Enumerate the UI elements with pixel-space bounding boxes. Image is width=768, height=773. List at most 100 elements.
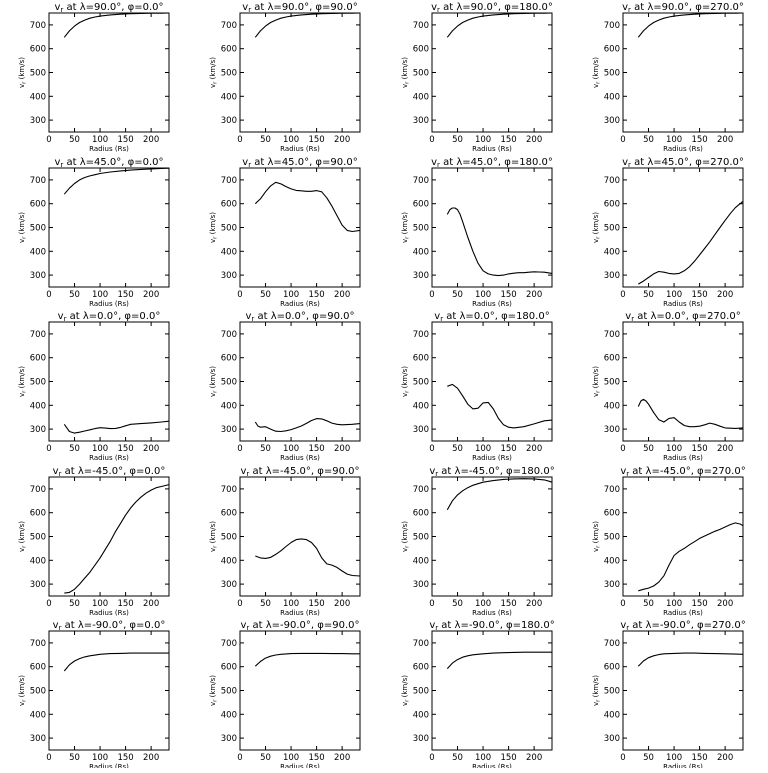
panel-9: vr at λ=0.0°, φ=0.0°0 50 100 150 20030040050… — [18, 311, 170, 462]
y-tick-label: 400 — [413, 710, 429, 720]
x-tick-label: 0 — [237, 444, 242, 454]
x-tick-label: 150 — [691, 135, 707, 145]
x-axis-label: Radius (Rs) — [663, 609, 703, 617]
x-tick-label: 0 — [429, 290, 434, 300]
y-label-unit: (km/s) — [18, 212, 26, 237]
title-degree: ° — [353, 157, 358, 168]
y-axis-label: vr (km/s) — [592, 57, 602, 88]
y-axis-label: vr (km/s) — [209, 212, 219, 243]
x-tick-label: 100 — [92, 135, 108, 145]
y-axis-label: vr (km/s) — [209, 57, 219, 88]
panel-16: vr at λ=-45.0°, φ=270.0°0 50 100 150 2003004… — [592, 466, 746, 617]
y-tick-label: 600 — [413, 354, 429, 364]
y-axis-label: vr (km/s) — [401, 366, 411, 397]
y-tick-label: 600 — [30, 663, 46, 673]
x-axis-label: Radius (Rs) — [663, 300, 703, 308]
y-label-unit: (km/s) — [592, 366, 600, 391]
y-tick-label: 600 — [604, 354, 620, 364]
panel-12: vr at λ=0.0°, φ=270.0°0 50 100 150 200300400… — [592, 311, 744, 462]
series-line — [638, 522, 744, 592]
x-axis-label: Radius (Rs) — [89, 145, 129, 153]
title-longitude: 180.0 — [516, 311, 545, 322]
y-label-unit: (km/s) — [18, 57, 26, 82]
title-at-lambda: at λ= — [631, 2, 662, 13]
y-label-subscript: r — [405, 545, 411, 548]
title-degree: ° — [155, 311, 160, 322]
panel-15: vr at λ=-45.0°, φ=180.0°0 50 100 150 2003004… — [401, 466, 555, 617]
x-tick-label: 200 — [143, 753, 159, 763]
title-latitude: 0.0 — [665, 311, 681, 322]
x-tick-label: 150 — [117, 444, 133, 454]
x-tick-label: 100 — [283, 444, 299, 454]
title-phi: °, φ= — [493, 2, 519, 13]
y-label-symbol: v — [18, 548, 26, 552]
y-axis-label: vr (km/s) — [401, 57, 411, 88]
y-label-symbol: v — [209, 548, 217, 552]
title-at-lambda: at λ= — [251, 2, 282, 13]
series-line — [446, 478, 553, 511]
title-degree: ° — [548, 2, 553, 13]
title-latitude: -90.0 — [280, 620, 306, 631]
x-tick-label: 200 — [526, 444, 542, 454]
y-tick-label: 300 — [604, 734, 620, 744]
x-axis-label: Radius (Rs) — [89, 763, 129, 768]
x-tick-label: 50 — [260, 444, 271, 454]
panel-title: vr at λ=90.0°, φ=90.0° — [242, 2, 357, 14]
y-tick-label: 400 — [30, 710, 46, 720]
y-label-subscript: r — [405, 236, 411, 239]
panel-2: vr at λ=90.0°, φ=90.0°0 50 100 150 200300400… — [209, 2, 361, 153]
x-axis-label: Radius (Rs) — [280, 454, 320, 462]
y-label-unit: (km/s) — [592, 57, 600, 82]
y-tick-label: 400 — [221, 710, 237, 720]
x-tick-label: 200 — [143, 599, 159, 609]
y-tick-label: 400 — [604, 556, 620, 566]
x-tick-label: 0 — [620, 444, 625, 454]
title-phi: °, φ= — [686, 620, 712, 631]
title-symbol: v — [53, 466, 59, 477]
panel-14: vr at λ=-45.0°, φ=90.0°0 50 100 150 20030040… — [209, 466, 361, 617]
title-latitude: 90.0 — [662, 2, 684, 13]
y-label-symbol: v — [209, 239, 217, 243]
y-label-subscript: r — [213, 545, 219, 548]
y-label-symbol: v — [592, 548, 600, 552]
y-tick-label: 300 — [604, 425, 620, 435]
y-label-symbol: v — [401, 393, 409, 397]
series-line — [637, 652, 744, 667]
y-tick-label: 600 — [413, 200, 429, 210]
y-axis-label: vr (km/s) — [592, 366, 602, 397]
y-tick-label: 400 — [413, 247, 429, 257]
y-tick-label: 300 — [413, 425, 429, 435]
x-axis-label: Radius (Rs) — [472, 763, 512, 768]
title-subscript: r — [435, 624, 438, 632]
y-tick-label: 400 — [604, 401, 620, 411]
y-tick-label: 500 — [604, 69, 620, 79]
series-line — [254, 652, 360, 667]
title-phi: °, φ= — [116, 157, 142, 168]
y-label-subscript: r — [596, 699, 602, 702]
x-tick-label: 100 — [92, 753, 108, 763]
x-tick-label: 200 — [526, 290, 542, 300]
y-tick-label: 500 — [221, 69, 237, 79]
y-tick-label: 300 — [413, 734, 429, 744]
y-tick-label: 600 — [30, 200, 46, 210]
x-tick-label: 200 — [717, 753, 733, 763]
title-longitude: 180.0 — [519, 2, 548, 13]
title-at-lambda: at λ= — [440, 2, 471, 13]
plot-frame — [622, 12, 744, 133]
series-line — [447, 383, 553, 429]
title-degree: ° — [550, 466, 555, 477]
y-tick-label: 500 — [413, 69, 429, 79]
title-longitude: 270.0 — [710, 157, 739, 168]
plot-frame — [431, 321, 553, 442]
series-line — [637, 398, 744, 429]
plot-frame — [622, 630, 744, 751]
y-tick-label: 700 — [221, 176, 237, 186]
plot-frame — [48, 167, 170, 288]
y-label-subscript: r — [22, 545, 28, 548]
panel-7: vr at λ=45.0°, φ=180.0°0 50 100 150 20030040… — [401, 157, 553, 308]
series-line — [637, 12, 744, 38]
y-tick-label: 500 — [30, 69, 46, 79]
title-phi: °, φ= — [306, 466, 332, 477]
x-tick-label: 100 — [475, 290, 491, 300]
y-label-symbol: v — [401, 548, 409, 552]
